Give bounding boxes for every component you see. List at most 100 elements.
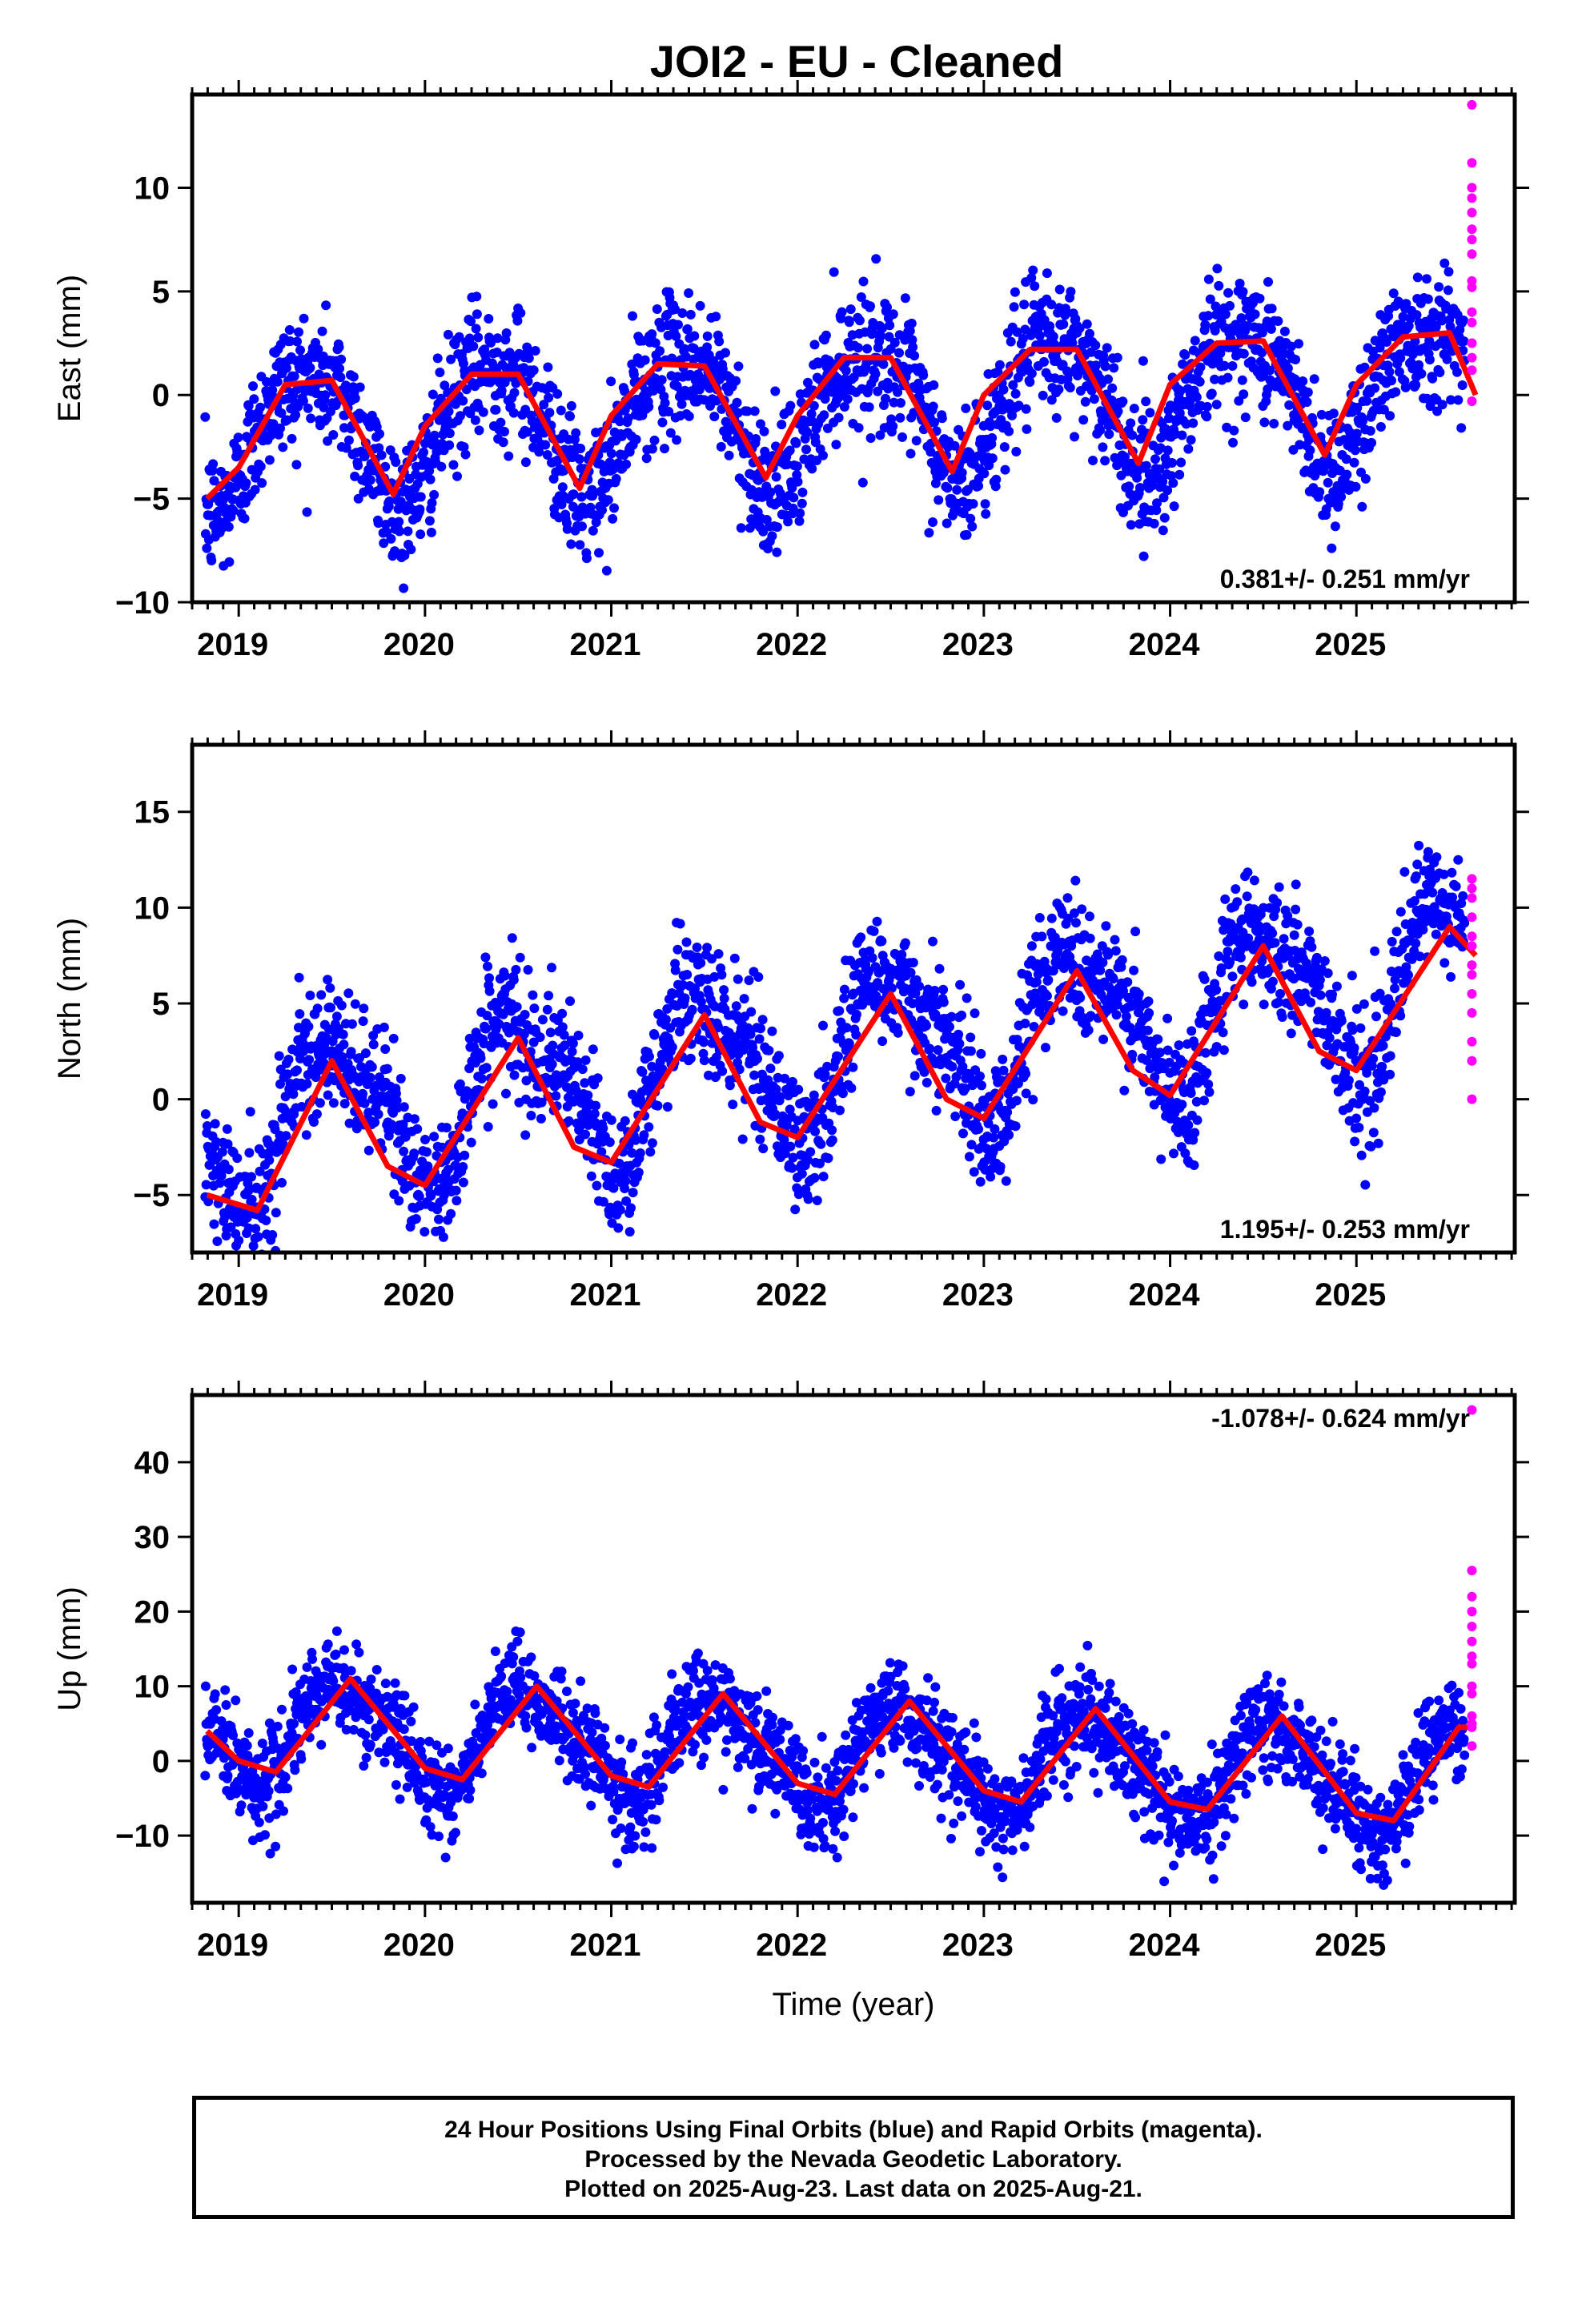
final-point — [1343, 1076, 1354, 1086]
final-point — [966, 1046, 976, 1056]
rapid-point — [1467, 249, 1477, 259]
final-point — [630, 1135, 640, 1145]
final-point — [481, 1023, 492, 1034]
final-point — [1118, 986, 1128, 996]
final-point — [1195, 376, 1205, 387]
final-point — [403, 526, 413, 537]
final-point — [1180, 1148, 1191, 1159]
final-point — [1190, 336, 1200, 346]
final-point — [209, 476, 219, 486]
final-point — [1385, 411, 1395, 421]
final-point — [1090, 340, 1101, 351]
final-point — [1154, 1047, 1165, 1058]
final-point — [1159, 513, 1170, 523]
final-point — [296, 1102, 307, 1112]
final-point — [472, 309, 482, 320]
final-point — [998, 1054, 1008, 1064]
final-point — [1020, 1019, 1030, 1028]
final-point — [709, 971, 720, 982]
final-point — [822, 423, 833, 433]
final-point — [440, 380, 450, 391]
final-point — [396, 1073, 406, 1084]
final-point — [947, 1061, 958, 1072]
final-point — [1088, 456, 1098, 465]
final-point — [1316, 409, 1327, 420]
final-point — [565, 412, 575, 421]
final-point — [962, 993, 972, 1003]
final-point — [314, 369, 324, 380]
final-point — [208, 459, 219, 469]
final-point — [721, 348, 730, 358]
final-point — [1021, 1088, 1031, 1099]
final-point — [520, 457, 531, 468]
final-point — [1026, 273, 1037, 283]
final-point — [365, 1072, 375, 1083]
final-point — [783, 517, 793, 527]
final-point — [223, 521, 234, 532]
final-point — [671, 331, 681, 341]
final-point — [427, 498, 437, 508]
final-point — [539, 400, 549, 410]
final-point — [592, 1073, 603, 1084]
final-point — [1034, 913, 1045, 923]
rapid-orbit-points — [1467, 99, 1477, 406]
final-point — [1247, 919, 1256, 928]
final-point — [998, 1065, 1009, 1076]
final-point — [1379, 404, 1389, 415]
final-point — [1129, 404, 1139, 414]
final-point — [1351, 1003, 1362, 1014]
final-point — [1228, 437, 1238, 448]
final-point — [548, 1040, 558, 1051]
final-point — [249, 394, 259, 404]
final-point — [987, 453, 998, 464]
final-point — [759, 426, 769, 436]
final-point — [626, 1203, 636, 1213]
final-point — [1103, 950, 1113, 960]
final-point — [839, 984, 849, 995]
final-point — [394, 1196, 404, 1206]
final-point — [1205, 294, 1215, 304]
final-point — [608, 464, 618, 475]
final-point — [612, 1253, 621, 1263]
rapid-point — [1467, 365, 1477, 376]
final-point — [998, 384, 1009, 395]
final-point — [983, 1118, 994, 1128]
final-point — [250, 485, 260, 495]
final-point — [347, 1019, 357, 1029]
final-point — [1103, 374, 1113, 384]
final-point — [323, 436, 333, 446]
final-point — [429, 1132, 440, 1142]
final-point — [1011, 1096, 1022, 1106]
final-point — [556, 500, 567, 509]
final-point — [226, 1222, 236, 1232]
final-point — [443, 329, 453, 340]
final-point — [280, 1092, 291, 1102]
final-point — [909, 351, 920, 361]
final-point — [950, 1112, 961, 1121]
final-point — [248, 1240, 259, 1251]
final-point — [733, 408, 743, 418]
final-point — [353, 460, 363, 471]
final-point — [1203, 1080, 1214, 1089]
final-point — [788, 1076, 797, 1087]
final-point — [1243, 933, 1254, 943]
final-point — [382, 1063, 392, 1074]
final-point — [756, 419, 765, 429]
final-point — [1086, 1011, 1096, 1021]
final-point — [544, 991, 554, 1001]
final-point — [827, 1135, 837, 1145]
final-point — [1291, 879, 1301, 890]
final-point — [1347, 1025, 1358, 1035]
final-point — [1075, 992, 1086, 1003]
final-point — [831, 440, 841, 450]
final-point — [623, 413, 633, 424]
final-point — [1422, 274, 1431, 284]
final-point — [566, 539, 576, 549]
final-point — [483, 961, 492, 971]
final-point — [577, 521, 587, 532]
final-point — [1303, 387, 1313, 397]
final-point — [542, 450, 552, 460]
final-point — [415, 504, 425, 514]
final-point — [1286, 1028, 1296, 1039]
final-point — [1138, 415, 1148, 425]
